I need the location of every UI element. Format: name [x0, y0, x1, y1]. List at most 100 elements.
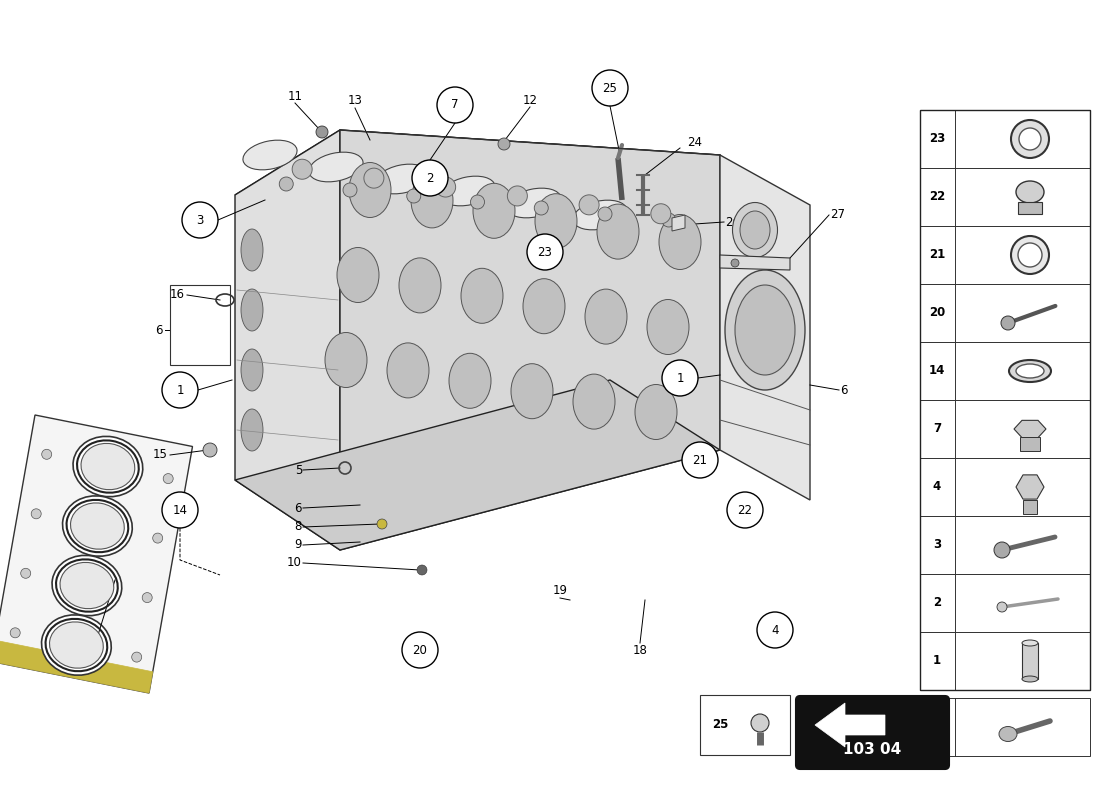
- Text: 5: 5: [295, 463, 302, 477]
- Circle shape: [417, 565, 427, 575]
- Circle shape: [293, 159, 312, 179]
- Ellipse shape: [241, 289, 263, 331]
- Text: 22: 22: [737, 503, 752, 517]
- Circle shape: [162, 372, 198, 408]
- Circle shape: [507, 186, 527, 206]
- Ellipse shape: [63, 496, 132, 556]
- Circle shape: [10, 628, 20, 638]
- FancyBboxPatch shape: [796, 696, 949, 769]
- Ellipse shape: [585, 289, 627, 344]
- Ellipse shape: [411, 173, 453, 228]
- Bar: [700, 695, 790, 755]
- Circle shape: [279, 177, 294, 191]
- Bar: [920, 168, 1090, 226]
- Text: 3: 3: [933, 538, 942, 551]
- Polygon shape: [1016, 475, 1044, 499]
- Ellipse shape: [461, 268, 503, 323]
- Circle shape: [343, 183, 358, 197]
- Text: 15: 15: [153, 449, 168, 462]
- Ellipse shape: [735, 285, 795, 375]
- Text: 13: 13: [348, 94, 362, 106]
- Text: 12: 12: [522, 94, 538, 106]
- Circle shape: [364, 168, 384, 188]
- Ellipse shape: [1011, 236, 1049, 274]
- Text: 6: 6: [295, 502, 302, 514]
- Text: 20: 20: [928, 306, 945, 319]
- Circle shape: [757, 612, 793, 648]
- Ellipse shape: [60, 562, 113, 609]
- Text: 19: 19: [552, 583, 568, 597]
- Circle shape: [1001, 316, 1015, 330]
- Text: 2: 2: [933, 597, 942, 610]
- Ellipse shape: [1018, 243, 1042, 267]
- Ellipse shape: [740, 211, 770, 249]
- Bar: [1020, 437, 1040, 451]
- Circle shape: [436, 177, 455, 197]
- Ellipse shape: [507, 188, 561, 218]
- Circle shape: [437, 87, 473, 123]
- Ellipse shape: [309, 152, 363, 182]
- Ellipse shape: [52, 555, 122, 616]
- Circle shape: [535, 201, 548, 215]
- Polygon shape: [235, 380, 721, 550]
- Polygon shape: [720, 255, 790, 270]
- Polygon shape: [0, 415, 192, 693]
- Bar: [1023, 500, 1037, 514]
- Circle shape: [204, 443, 217, 457]
- Text: 4: 4: [771, 623, 779, 637]
- Circle shape: [402, 632, 438, 668]
- Ellipse shape: [733, 202, 778, 258]
- Ellipse shape: [597, 204, 639, 259]
- Text: 9: 9: [295, 538, 302, 551]
- Text: 7: 7: [451, 98, 459, 111]
- Circle shape: [727, 492, 763, 528]
- Bar: [1018, 202, 1042, 214]
- Circle shape: [662, 213, 675, 227]
- Bar: [920, 226, 1090, 284]
- Ellipse shape: [70, 503, 124, 549]
- Text: 103 04: 103 04: [844, 742, 902, 758]
- Bar: [920, 284, 1090, 342]
- Circle shape: [162, 492, 198, 528]
- Text: 7: 7: [933, 422, 942, 435]
- Circle shape: [163, 474, 173, 483]
- Text: 6: 6: [840, 383, 847, 397]
- Ellipse shape: [387, 343, 429, 398]
- Circle shape: [31, 509, 41, 519]
- Polygon shape: [720, 155, 810, 500]
- Text: 16: 16: [170, 289, 185, 302]
- Ellipse shape: [241, 229, 263, 271]
- Polygon shape: [672, 215, 685, 231]
- Circle shape: [412, 160, 448, 196]
- Text: 11: 11: [287, 90, 303, 102]
- Ellipse shape: [635, 385, 676, 439]
- Ellipse shape: [1016, 364, 1044, 378]
- Circle shape: [316, 126, 328, 138]
- Text: 17: 17: [77, 643, 92, 657]
- Text: 28: 28: [928, 721, 945, 734]
- Text: 20: 20: [412, 643, 428, 657]
- Text: 26: 26: [725, 215, 740, 229]
- Ellipse shape: [42, 615, 111, 675]
- Bar: [920, 400, 1090, 458]
- Polygon shape: [0, 640, 153, 693]
- Ellipse shape: [573, 374, 615, 429]
- Ellipse shape: [375, 164, 429, 194]
- Text: 23: 23: [928, 133, 945, 146]
- Text: 6: 6: [155, 323, 163, 337]
- Circle shape: [142, 593, 152, 602]
- Text: 21: 21: [693, 454, 707, 466]
- Circle shape: [682, 442, 718, 478]
- Polygon shape: [815, 703, 886, 747]
- Text: 18: 18: [632, 643, 648, 657]
- Ellipse shape: [1016, 181, 1044, 203]
- Text: 10: 10: [287, 557, 303, 570]
- Circle shape: [377, 519, 387, 529]
- Polygon shape: [235, 130, 340, 550]
- Ellipse shape: [441, 176, 495, 206]
- Ellipse shape: [522, 278, 565, 334]
- Text: 8: 8: [295, 521, 302, 534]
- Circle shape: [498, 138, 510, 150]
- Text: 4: 4: [933, 481, 942, 494]
- Bar: [170, 285, 230, 365]
